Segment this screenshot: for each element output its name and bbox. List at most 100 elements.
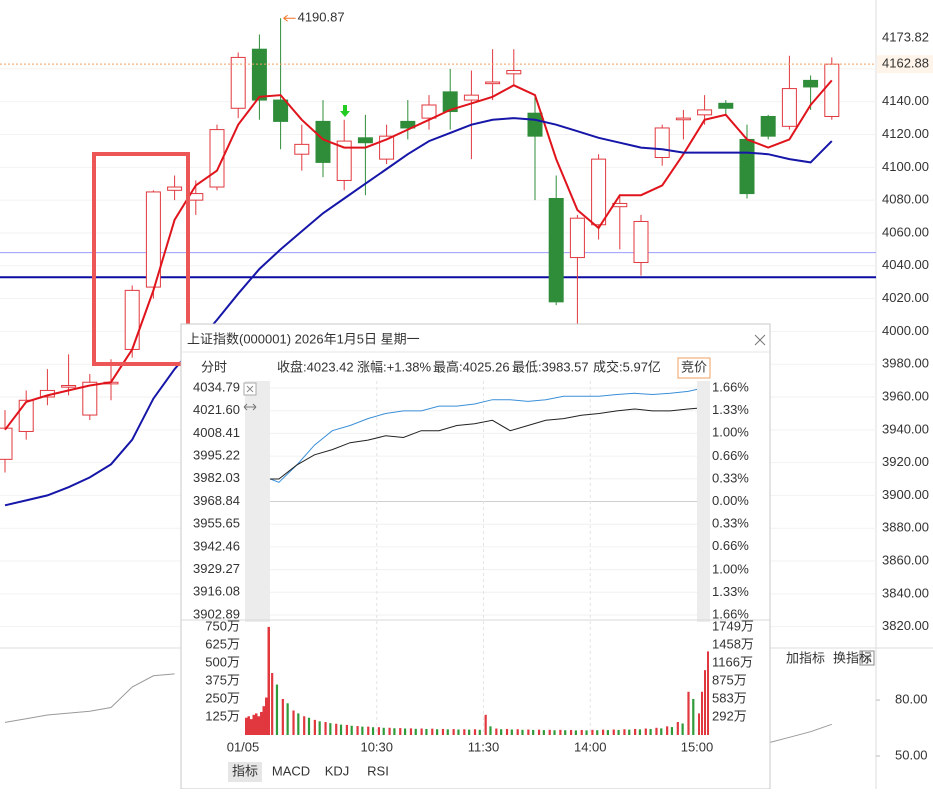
volume-tick-label: 625万	[205, 636, 240, 651]
volume-bar	[403, 728, 407, 735]
pct-tick-label: 0.00%	[712, 493, 749, 508]
auction-volume-bar	[704, 670, 706, 735]
volume-bar	[601, 729, 605, 735]
candle-body	[0, 427, 13, 460]
volume-bar	[489, 726, 492, 735]
volume-bar	[692, 698, 695, 735]
tab[interactable]: MACD	[272, 763, 310, 778]
candle-body	[61, 385, 77, 388]
volume-tick-label: 250万	[205, 690, 240, 705]
y-tick-label: 3960.00	[882, 388, 929, 403]
info-value: 4023.42	[307, 359, 354, 374]
auction-volume-bar	[701, 691, 703, 735]
volume-bar	[275, 684, 279, 735]
volume-bar	[644, 728, 647, 735]
candle-body	[251, 48, 267, 101]
candle-body	[294, 143, 310, 155]
close-icon	[862, 653, 872, 663]
popup-close[interactable]	[754, 334, 766, 346]
volume-bar	[339, 724, 343, 735]
auction-button[interactable]: 竞价	[681, 359, 707, 374]
y-tick-label: 50.00	[895, 747, 928, 762]
indicator-button[interactable]: 加指标	[786, 650, 825, 665]
volume-tick-label: 500万	[205, 654, 240, 669]
candle-body	[18, 399, 34, 432]
volume-tick-label: 1166万	[712, 654, 753, 669]
top-price-label: 4173.82	[882, 30, 929, 45]
auction-volume-bar	[267, 626, 270, 735]
tab-active-bg	[228, 762, 262, 782]
y-tick-label: 3880.00	[882, 520, 929, 535]
volume-bar	[324, 722, 327, 735]
y-tick-label: 3900.00	[882, 487, 929, 502]
volume-bar	[510, 729, 513, 735]
avg-line	[269, 388, 698, 483]
candle-body	[124, 289, 140, 350]
volume-bar	[463, 729, 466, 735]
auction-volume-bar	[260, 711, 263, 735]
volume-bar	[606, 730, 609, 735]
volume-bar	[435, 729, 439, 735]
volume-bar	[676, 722, 679, 735]
volume-bar	[388, 727, 391, 735]
highlight-box	[92, 152, 190, 366]
info-value: 3983.57	[542, 359, 589, 374]
price-tick-label: 3955.65	[193, 516, 240, 531]
pct-tick-label: 0.33%	[712, 516, 749, 531]
auction-volume-bar	[252, 714, 255, 735]
volume-bar	[521, 729, 524, 735]
volume-bar	[553, 730, 556, 735]
volume-bar	[350, 725, 353, 735]
candle-body	[697, 109, 713, 116]
volume-bar	[457, 729, 460, 735]
info-value: +1.38%	[387, 359, 432, 374]
volume-bar	[569, 729, 573, 735]
candle-body	[633, 220, 649, 263]
candle-body	[527, 112, 543, 137]
info-label: 涨幅:	[357, 359, 387, 374]
pct-tick-label: 1.66%	[712, 606, 749, 621]
price-line	[270, 407, 698, 480]
icon-x	[246, 385, 254, 393]
info-value: 5.97亿	[623, 359, 661, 374]
auction-zone	[245, 381, 270, 622]
volume-tick-label: 125万	[205, 708, 240, 723]
candle-body	[675, 117, 691, 121]
y-tick-label: 3860.00	[882, 552, 929, 567]
volume-tick-label: 750万	[205, 618, 240, 633]
candle-body	[273, 99, 289, 122]
info-label: 成交:	[593, 359, 623, 374]
auction-zone	[697, 381, 710, 622]
volume-bar	[617, 729, 620, 735]
price-tick-label: 3902.89	[193, 606, 240, 621]
volume-bar	[399, 728, 402, 735]
tab[interactable]: 指标	[232, 763, 258, 778]
pct-tick-label: 0.66%	[712, 448, 749, 463]
volume-bar	[271, 673, 274, 735]
volume-bar	[361, 726, 364, 735]
tab[interactable]: KDJ	[325, 763, 350, 778]
info-label: 收盘:	[277, 359, 307, 374]
button-frame[interactable]	[677, 357, 711, 379]
icon-arrows[interactable]	[243, 403, 257, 411]
candle-body	[336, 140, 352, 181]
price-tick-label: 3982.03	[193, 470, 240, 485]
y-tick-label: 4060.00	[882, 224, 929, 239]
candle-body	[718, 102, 734, 109]
volume-bar	[495, 728, 498, 735]
volume-bar	[542, 730, 545, 735]
candle-body	[781, 88, 797, 127]
volume-bar	[649, 728, 652, 735]
price-tick-label: 4021.60	[193, 402, 240, 417]
indicator-button[interactable]: 换指标	[833, 650, 872, 665]
info-label: 最高:	[433, 359, 463, 374]
auction-volume-bar	[255, 713, 258, 735]
mode-label[interactable]: 分时	[201, 359, 227, 374]
auction-volume-bar	[245, 717, 248, 735]
candle-body	[167, 186, 183, 191]
pct-tick-label: 1.33%	[712, 584, 749, 599]
volume-bar	[371, 727, 375, 735]
volume-bar	[574, 730, 577, 735]
tab[interactable]: RSI	[367, 763, 389, 778]
